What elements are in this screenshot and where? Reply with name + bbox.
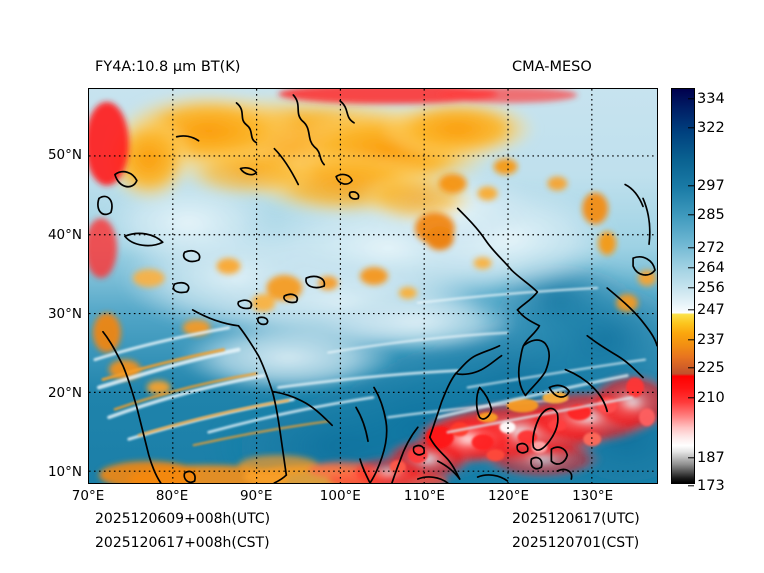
x-tick-70e: 70°E xyxy=(71,488,105,504)
x-tick-130e: 130°E xyxy=(572,488,614,504)
colorbar-tick-173: 173 xyxy=(688,478,725,494)
colorbar-tick-334: 334 xyxy=(688,91,725,107)
tick-dash xyxy=(688,247,694,249)
tick-dash xyxy=(688,127,694,129)
tick-dash xyxy=(688,397,694,399)
colorbar-tick-297: 297 xyxy=(688,178,725,194)
colorbar-tick-187: 187 xyxy=(688,450,725,466)
colorbar-tick-322: 322 xyxy=(688,120,725,136)
colorbar-tick-247: 247 xyxy=(688,302,725,318)
plot-title-left: FY4A:10.8 μm BT(K) xyxy=(95,59,241,75)
colorbar-tick-210: 210 xyxy=(688,390,725,406)
y-tick-20n: 20°N xyxy=(47,384,82,401)
plot-title-right: CMA-MESO xyxy=(512,59,592,75)
tick-dash xyxy=(688,339,694,341)
colorbar-gradient xyxy=(672,89,694,483)
colorbar-tick-237: 237 xyxy=(688,332,725,348)
tick-dash xyxy=(688,267,694,269)
colorbar-tick-225: 225 xyxy=(688,360,725,376)
colorbar-tick-264: 264 xyxy=(688,260,725,276)
footer-obs-time-utc: 2025120617(UTC) xyxy=(512,511,640,527)
x-tick-120e: 120°E xyxy=(487,488,530,504)
map-axes xyxy=(88,88,658,484)
tick-dash xyxy=(688,185,694,187)
footer-obs-time-cst: 2025120701(CST) xyxy=(512,535,640,551)
footer-valid-time-utc: 2025120609+008h(UTC) xyxy=(95,511,271,527)
y-axis-tick-labels: 50°N 40°N 30°N 20°N 10°N xyxy=(0,0,82,573)
tick-dash xyxy=(688,485,694,487)
tick-dash xyxy=(688,287,694,289)
y-tick-30n: 30°N xyxy=(47,305,82,322)
colorbar-tick-285: 285 xyxy=(688,207,725,223)
colorbar-tick-272: 272 xyxy=(688,240,725,256)
colorbar-tick-256: 256 xyxy=(688,280,725,296)
x-tick-100e: 100°E xyxy=(319,488,361,504)
tick-dash xyxy=(688,367,694,369)
tick-dash xyxy=(688,457,694,459)
tick-dash xyxy=(688,98,694,100)
x-tick-80e: 80°E xyxy=(155,488,189,504)
tick-dash xyxy=(688,309,694,311)
satellite-brightness-temperature-image xyxy=(89,89,657,483)
x-tick-110e: 110°E xyxy=(403,488,445,504)
colorbar[interactable] xyxy=(671,88,695,484)
tick-dash xyxy=(688,214,694,216)
y-tick-10n: 10°N xyxy=(47,464,82,481)
y-tick-40n: 40°N xyxy=(47,226,82,243)
y-tick-50n: 50°N xyxy=(47,147,82,164)
x-tick-90e: 90°E xyxy=(239,488,273,504)
footer-valid-time-cst: 2025120617+008h(CST) xyxy=(95,535,270,551)
